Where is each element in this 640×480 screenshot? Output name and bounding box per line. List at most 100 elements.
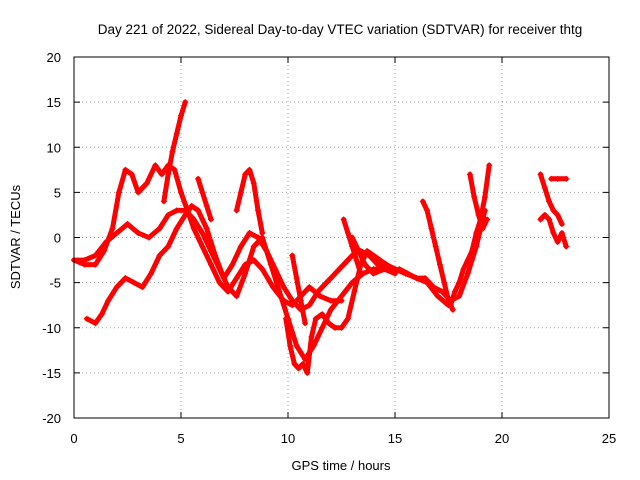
data-point bbox=[282, 315, 289, 322]
data-point bbox=[103, 239, 110, 246]
data-point bbox=[430, 284, 437, 291]
data-point bbox=[272, 266, 279, 273]
y-tick-label: -10 bbox=[42, 321, 61, 336]
data-point bbox=[563, 243, 570, 250]
data-point bbox=[319, 324, 326, 331]
series-trace bbox=[234, 167, 265, 236]
data-point bbox=[287, 342, 294, 349]
series-trace bbox=[448, 162, 492, 308]
data-point bbox=[242, 270, 249, 277]
data-series bbox=[233, 166, 266, 236]
data-point bbox=[165, 171, 172, 178]
data-point bbox=[537, 171, 544, 178]
y-tick-label: 5 bbox=[54, 185, 61, 200]
data-point bbox=[546, 216, 553, 223]
x-tick-label: 15 bbox=[388, 431, 402, 446]
data-point bbox=[349, 234, 356, 241]
data-point bbox=[113, 284, 120, 291]
data-point bbox=[203, 225, 210, 232]
data-point bbox=[291, 360, 298, 367]
data-point bbox=[242, 171, 249, 178]
data-points bbox=[71, 99, 570, 376]
series-trace bbox=[161, 99, 188, 204]
data-point bbox=[340, 216, 347, 223]
data-series bbox=[537, 171, 565, 227]
data-point bbox=[466, 171, 473, 178]
data-point bbox=[233, 275, 240, 282]
data-point bbox=[479, 225, 486, 232]
data-point bbox=[370, 252, 377, 259]
data-point bbox=[484, 216, 491, 223]
data-point bbox=[449, 306, 456, 313]
data-point bbox=[178, 189, 184, 196]
data-point bbox=[325, 320, 332, 327]
data-point bbox=[105, 297, 112, 304]
data-point bbox=[255, 234, 262, 241]
data-point bbox=[81, 257, 88, 264]
data-point bbox=[130, 279, 137, 286]
data-point bbox=[377, 257, 384, 264]
data-point bbox=[207, 261, 214, 268]
data-series bbox=[289, 252, 309, 327]
data-point bbox=[460, 266, 467, 273]
data-series bbox=[537, 211, 570, 250]
series-trace bbox=[84, 203, 451, 326]
x-tick-label: 25 bbox=[602, 431, 616, 446]
y-tick-label: 10 bbox=[47, 140, 61, 155]
data-point bbox=[169, 148, 176, 155]
data-point bbox=[199, 229, 206, 236]
data-point bbox=[537, 216, 544, 223]
data-point bbox=[158, 171, 165, 178]
data-point bbox=[404, 270, 411, 277]
data-point bbox=[207, 216, 214, 223]
data-point bbox=[289, 297, 296, 304]
data-point bbox=[357, 270, 364, 277]
data-point bbox=[464, 270, 471, 277]
data-point bbox=[299, 360, 306, 367]
data-point bbox=[471, 193, 478, 200]
data-point bbox=[312, 315, 319, 322]
x-tick-label: 5 bbox=[177, 431, 184, 446]
data-point bbox=[486, 162, 493, 169]
data-point bbox=[233, 293, 240, 300]
data-point bbox=[190, 225, 197, 232]
data-point bbox=[548, 175, 555, 182]
data-point bbox=[237, 243, 244, 250]
x-axis-label: GPS time / hours bbox=[292, 458, 391, 473]
data-point bbox=[432, 243, 439, 250]
data-point bbox=[558, 220, 565, 227]
y-tick-label: 15 bbox=[47, 95, 61, 110]
data-point bbox=[92, 261, 99, 268]
data-point bbox=[143, 180, 150, 187]
data-point bbox=[550, 229, 557, 236]
data-point bbox=[250, 243, 257, 250]
data-series bbox=[160, 99, 189, 205]
data-point bbox=[383, 261, 390, 268]
data-point bbox=[225, 284, 232, 291]
y-tick-label: -20 bbox=[42, 411, 61, 426]
data-point bbox=[434, 293, 441, 300]
data-point bbox=[113, 229, 120, 236]
data-point bbox=[259, 266, 266, 273]
data-point bbox=[259, 229, 266, 236]
data-series bbox=[419, 198, 456, 313]
data-point bbox=[293, 275, 300, 282]
data-point bbox=[355, 248, 362, 255]
data-point bbox=[541, 184, 548, 191]
y-axis-label: SDTVAR / TECUs bbox=[8, 184, 23, 289]
data-point bbox=[124, 220, 131, 227]
data-point bbox=[554, 211, 561, 218]
data-point bbox=[340, 261, 347, 268]
data-point bbox=[171, 166, 178, 173]
data-point bbox=[156, 225, 163, 232]
data-point bbox=[338, 324, 345, 331]
data-series bbox=[195, 175, 214, 223]
grid bbox=[74, 57, 609, 418]
data-point bbox=[396, 266, 403, 273]
data-point bbox=[464, 257, 471, 264]
data-point bbox=[195, 175, 202, 182]
data-point bbox=[83, 315, 90, 322]
data-point bbox=[156, 252, 163, 259]
data-point bbox=[139, 284, 146, 291]
data-point bbox=[220, 275, 227, 282]
